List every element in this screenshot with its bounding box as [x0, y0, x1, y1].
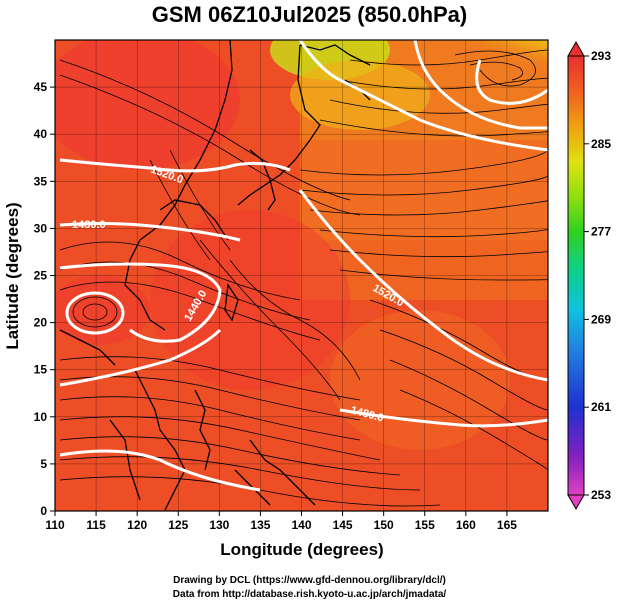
y-axis-title: Latitude (degrees) [3, 202, 22, 349]
y-tick-label: 30 [34, 221, 48, 235]
x-tick-label: 160 [456, 518, 476, 532]
height-contours [59, 40, 548, 492]
y-tick-label: 5 [40, 457, 47, 471]
colorbar-tick-label: 277 [591, 225, 611, 239]
colorbar: 253 261 269 277 285 293 [567, 40, 611, 511]
x-tick-label: 125 [168, 518, 188, 532]
colorbar-tick-label: 261 [591, 400, 611, 414]
colorbar-tick-label: 269 [591, 312, 611, 326]
x-tick-label: 140 [291, 518, 311, 532]
x-tick-label: 115 [86, 518, 106, 532]
x-tick-label: 120 [127, 518, 147, 532]
grid-lines [54, 40, 548, 512]
contour-label: 1480.0 [72, 219, 106, 231]
x-tick-label: 150 [374, 518, 394, 532]
y-tick-label: 15 [34, 363, 48, 377]
colorbar-tick-label: 293 [591, 49, 611, 63]
x-axis-title: Longitude (degrees) [220, 540, 383, 559]
y-tick-label: 20 [34, 316, 48, 330]
y-tick-label: 10 [34, 410, 48, 424]
y-tick-label: 35 [34, 174, 48, 188]
x-tick-label: 165 [497, 518, 517, 532]
map-title: GSM 06Z10Jul2025 (850.0hPa) [151, 2, 468, 27]
streamlines [59, 49, 548, 507]
credit-data: Data from http://database.rish.kyoto-u.a… [172, 589, 447, 600]
y-axis: 0 5 10 15 20 25 30 35 40 45 [34, 80, 55, 518]
colorbar-top-arrow [567, 40, 585, 57]
colorbar-tick-label: 253 [591, 488, 611, 502]
x-tick-label: 145 [333, 518, 353, 532]
x-axis: 110 115 120 125 130 135 140 145 150 155 160 165 [45, 511, 517, 532]
x-tick-label: 130 [209, 518, 229, 532]
coastlines [59, 40, 371, 511]
y-tick-label: 25 [34, 269, 48, 283]
colorbar-bar [567, 55, 585, 496]
colorbar-tick-label: 285 [591, 137, 611, 151]
x-tick-label: 110 [45, 518, 65, 532]
colorbar-bottom-arrow [567, 494, 585, 511]
x-tick-label: 135 [250, 518, 270, 532]
y-tick-label: 0 [40, 504, 47, 518]
x-tick-label: 155 [415, 518, 435, 532]
y-tick-label: 45 [34, 80, 48, 94]
credit-drawing: Drawing by DCL (https://www.gfd-dennou.o… [173, 575, 446, 586]
y-tick-label: 40 [34, 127, 48, 141]
